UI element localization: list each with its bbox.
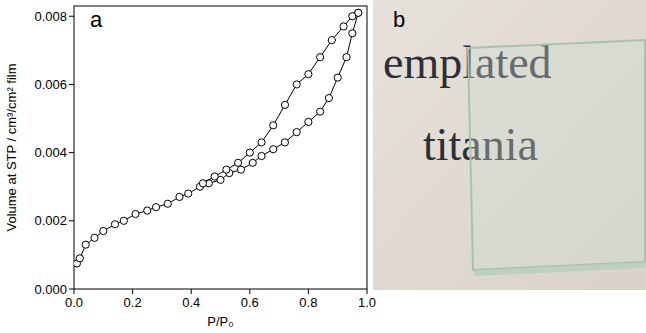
data-point [82, 241, 89, 248]
y-tick-label: 0.006 [34, 77, 67, 92]
y-tick [69, 220, 74, 221]
data-point [76, 255, 83, 262]
glass-slide [468, 40, 645, 270]
data-point [111, 221, 118, 228]
glass-edge [473, 262, 645, 276]
data-point [293, 81, 300, 88]
data-point [246, 149, 253, 156]
y-tick [69, 84, 74, 85]
x-tick [132, 289, 133, 294]
x-tick [367, 289, 368, 294]
x-tick-label: 0.4 [182, 295, 200, 310]
panel-label: a [90, 7, 103, 32]
y-tick-label: 0.004 [34, 145, 67, 160]
data-point [152, 204, 159, 211]
x-tick-label: 0.6 [241, 295, 259, 310]
x-tick-label: 0.8 [299, 295, 317, 310]
data-point [281, 101, 288, 108]
data-point [340, 23, 347, 30]
x-tick-label: 0.0 [65, 295, 83, 310]
data-point [164, 200, 171, 207]
y-tick [69, 16, 74, 17]
photo: emplatedtitania [373, 0, 646, 290]
data-point [185, 190, 192, 197]
data-point [234, 159, 241, 166]
data-point [281, 139, 288, 146]
x-axis-title: P/P₀ [207, 314, 233, 329]
y-tick-label: 0.002 [34, 213, 67, 228]
y-tick-label: 0.008 [34, 9, 67, 24]
data-group [74, 9, 362, 267]
data-point [349, 30, 356, 37]
data-point [91, 234, 98, 241]
data-point [258, 139, 265, 146]
data-point [270, 122, 277, 129]
y-tick [69, 152, 74, 153]
data-point [120, 217, 127, 224]
y-axis-title: Volume at STP / cm³/cm² film [4, 63, 19, 231]
panel-label: b [393, 7, 405, 32]
x-tick-label: 0.2 [124, 295, 142, 310]
data-point [349, 13, 356, 20]
data-point [100, 227, 107, 234]
data-point [317, 54, 324, 61]
data-point [176, 193, 183, 200]
x-tick [308, 289, 309, 294]
data-point [343, 54, 350, 61]
x-tick [249, 289, 250, 294]
data-point [305, 118, 312, 125]
data-point [270, 146, 277, 153]
data-point [132, 210, 139, 217]
x-tick-label: 1.0 [358, 295, 376, 310]
y-tick-label: 0.000 [34, 282, 67, 297]
series-line [77, 13, 358, 264]
data-point [325, 94, 332, 101]
series-line [203, 13, 358, 183]
data-point [223, 166, 230, 173]
data-point [144, 207, 151, 214]
data-point [199, 180, 206, 187]
x-tick [191, 289, 192, 294]
plot-frame [74, 6, 367, 289]
data-point [305, 71, 312, 78]
data-point [334, 74, 341, 81]
data-point [237, 166, 244, 173]
figure: 0.0 0.2 0.4 0.6 0.8 1.0 0.000 0.002 0.004 0.006 0.… [0, 0, 646, 333]
data-point [293, 129, 300, 136]
data-point [249, 159, 256, 166]
data-point [328, 36, 335, 43]
data-point [211, 173, 218, 180]
data-point [317, 108, 324, 115]
photo-background [373, 0, 646, 290]
y-tick [69, 289, 74, 290]
data-point [258, 152, 265, 159]
x-tick [74, 289, 75, 294]
